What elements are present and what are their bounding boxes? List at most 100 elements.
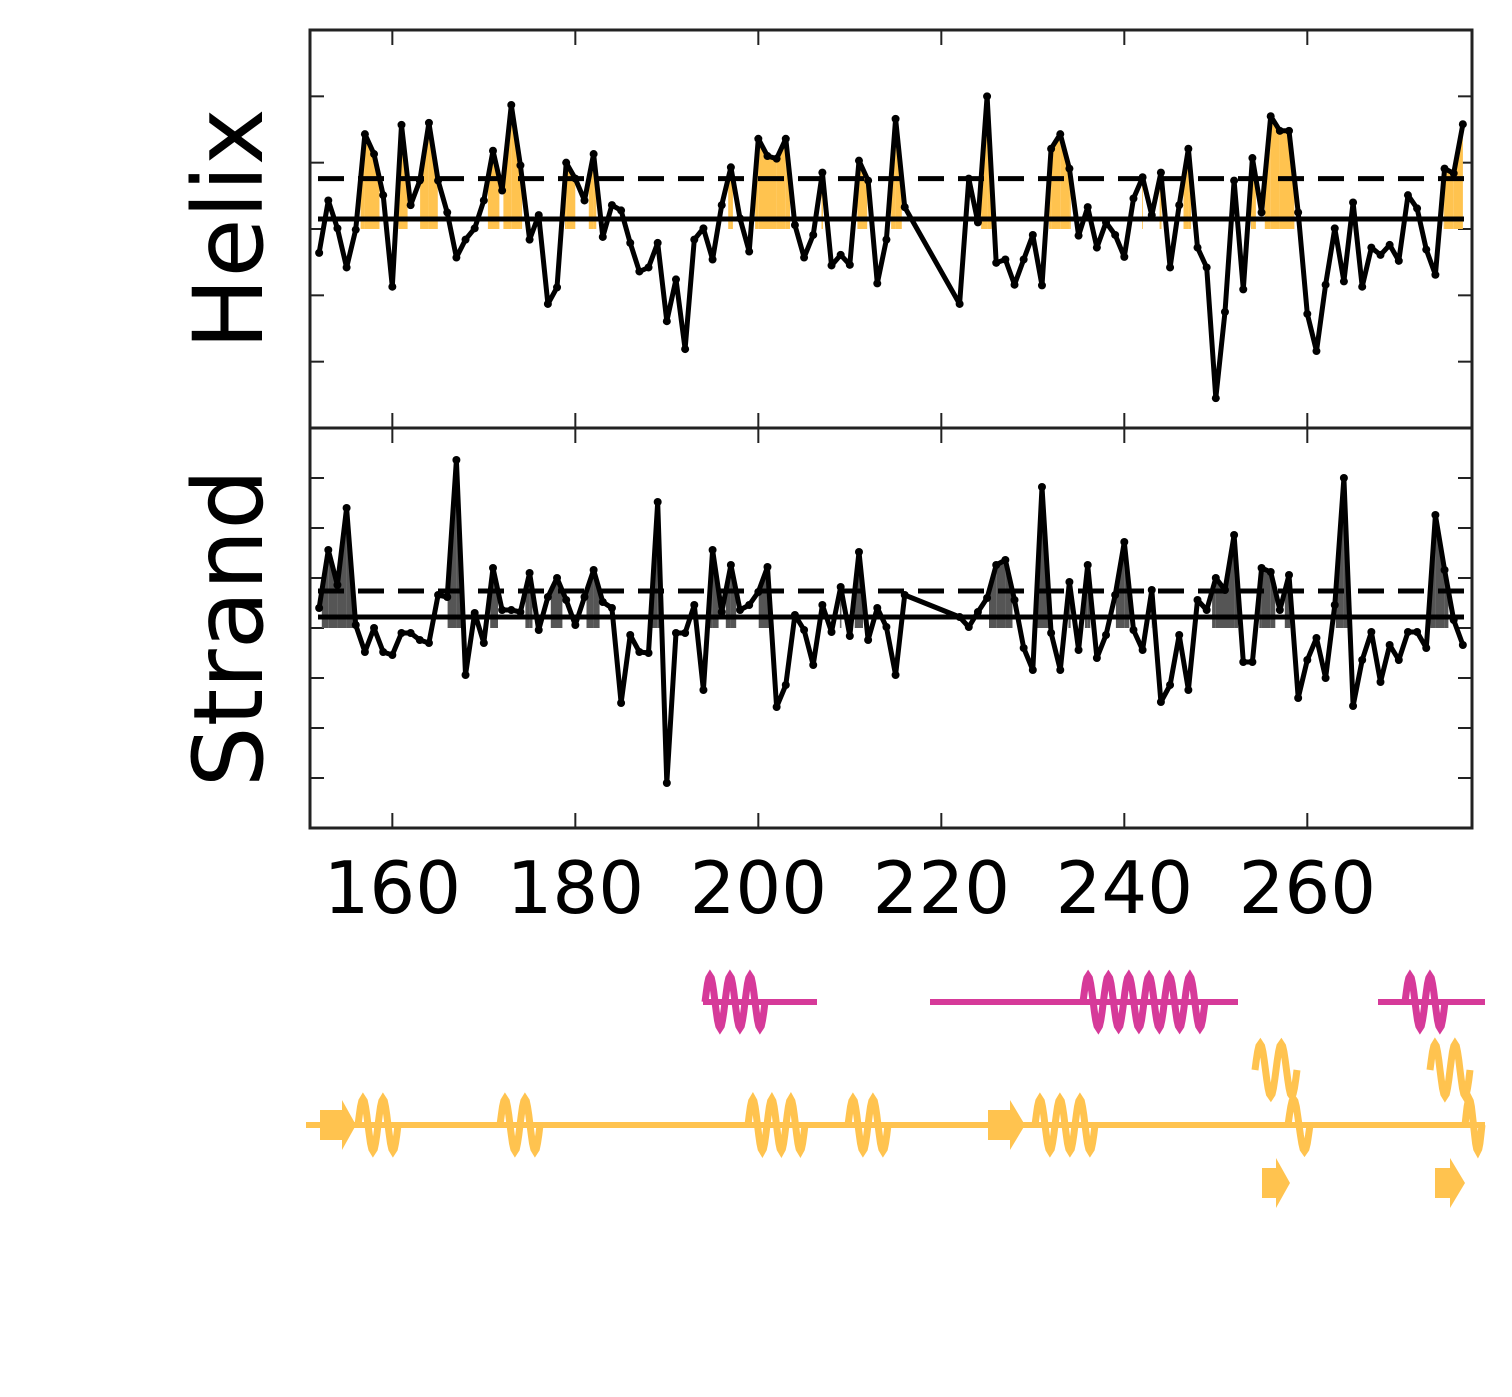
data-point <box>891 671 900 679</box>
data-point <box>626 631 635 639</box>
data-point <box>607 604 616 612</box>
data-point <box>772 703 781 711</box>
x-tick-label: 240 <box>1056 846 1193 930</box>
data-point <box>790 611 799 619</box>
data-point <box>900 591 909 599</box>
ss-helix-coil <box>1426 1037 1474 1103</box>
data-point <box>516 608 525 616</box>
ss-helix-coil <box>1079 969 1209 1035</box>
data-point <box>992 258 1001 267</box>
data-point <box>562 596 571 604</box>
data-point <box>699 224 708 233</box>
data-point <box>1056 130 1065 139</box>
data-point <box>580 196 589 205</box>
data-point <box>827 628 836 636</box>
ss-helix-coil <box>844 1092 892 1158</box>
data-point <box>836 583 845 591</box>
data-point <box>1248 658 1257 666</box>
x-tick-label: 160 <box>324 846 461 930</box>
data-point <box>983 92 992 101</box>
data-point <box>434 591 443 599</box>
y-axis-label: Helix <box>173 108 285 349</box>
data-point <box>388 282 397 291</box>
data-point <box>671 275 680 284</box>
data-point <box>845 632 854 640</box>
data-point <box>644 649 653 657</box>
data-point <box>626 238 635 247</box>
data-point <box>1001 556 1010 564</box>
data-point <box>882 623 891 631</box>
data-point <box>1083 561 1092 569</box>
data-point <box>379 648 388 656</box>
data-point <box>983 594 992 602</box>
ss-strand-arrow <box>1435 1158 1465 1208</box>
data-point <box>900 203 909 212</box>
data-point <box>1065 164 1074 173</box>
data-point <box>662 779 671 787</box>
data-point <box>351 225 360 234</box>
data-point <box>864 176 873 185</box>
x-tick-label: 260 <box>1239 846 1376 930</box>
data-point <box>479 639 488 647</box>
data-point <box>571 621 580 629</box>
data-point <box>1074 231 1083 240</box>
data-point <box>1156 168 1165 177</box>
data-point <box>1312 634 1321 642</box>
data-point <box>424 639 433 647</box>
panel: Helix <box>173 28 1474 430</box>
data-point <box>1138 173 1147 182</box>
data-point <box>854 548 863 556</box>
data-point <box>1230 531 1239 539</box>
data-point <box>955 299 964 308</box>
data-point <box>708 255 717 264</box>
data-point <box>571 174 580 183</box>
threshold-fill <box>493 150 500 229</box>
data-point <box>1047 144 1056 153</box>
data-point <box>562 158 571 167</box>
data-point <box>1211 574 1220 582</box>
data-point <box>1111 230 1120 239</box>
data-point <box>1111 591 1120 599</box>
data-point <box>681 629 690 637</box>
data-point <box>1147 586 1156 594</box>
data-point <box>1211 394 1220 403</box>
data-point <box>488 564 497 572</box>
data-point <box>726 561 735 569</box>
data-point <box>1065 578 1074 586</box>
ss-helix-coil <box>354 1092 402 1158</box>
data-point <box>543 593 552 601</box>
data-point <box>1056 666 1065 674</box>
data-point <box>617 206 626 215</box>
data-point <box>1019 255 1028 264</box>
data-point <box>800 253 809 262</box>
data-point <box>1376 678 1385 686</box>
data-point <box>1440 566 1449 574</box>
data-point <box>781 681 790 689</box>
data-point <box>1385 240 1394 249</box>
data-point <box>736 606 745 614</box>
data-point <box>598 232 607 241</box>
data-point <box>1458 641 1467 649</box>
data-point <box>333 581 342 589</box>
data-point <box>607 201 616 210</box>
data-point <box>553 574 562 582</box>
data-point <box>1166 263 1175 272</box>
data-point <box>1239 658 1248 666</box>
ss-helix-coil <box>1401 969 1449 1035</box>
data-point <box>671 629 680 637</box>
data-point <box>1037 483 1046 491</box>
data-point <box>617 699 626 707</box>
data-point <box>589 566 598 574</box>
data-point <box>443 593 452 601</box>
data-point <box>498 606 507 614</box>
data-point <box>397 629 406 637</box>
ss-helix-coil <box>744 1091 809 1159</box>
data-point <box>1312 347 1321 356</box>
plot-frame <box>308 426 1474 830</box>
data-point <box>388 651 397 659</box>
data-point <box>699 686 708 694</box>
threshold-fill <box>1142 177 1143 229</box>
data-point <box>1358 282 1367 291</box>
data-point <box>324 546 333 554</box>
data-point <box>1047 629 1056 637</box>
